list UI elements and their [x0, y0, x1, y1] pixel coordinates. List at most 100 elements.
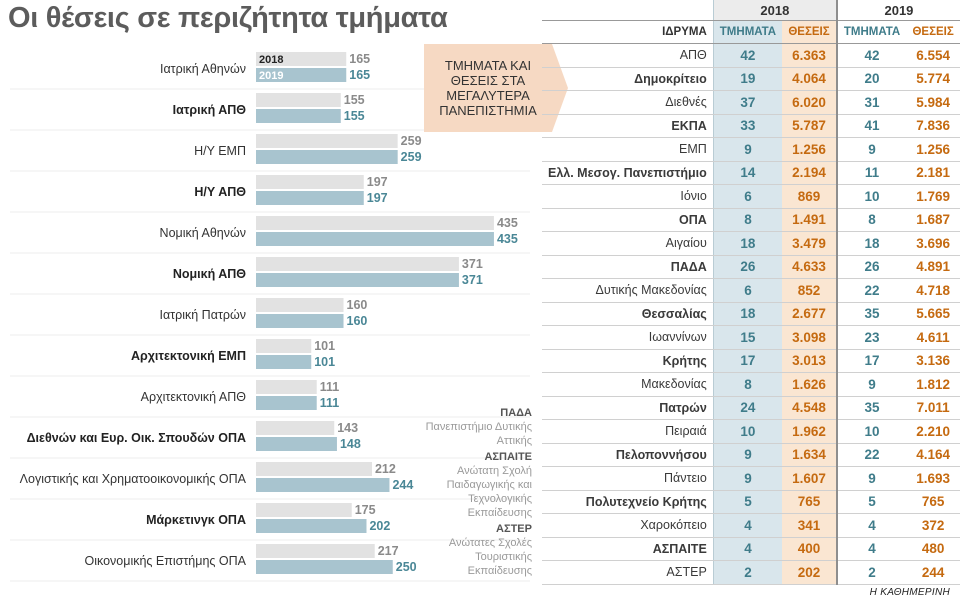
- value-label-2018: 259: [401, 134, 422, 148]
- table-row: Χαροκόπειο 4 341 4 372: [542, 513, 960, 538]
- legend-2018: 2018: [259, 54, 283, 66]
- positions-2019: 5.984: [906, 90, 960, 115]
- table-row: ΟΠΑ 8 1.491 8 1.687: [542, 208, 960, 232]
- positions-2018: 2.677: [782, 302, 837, 326]
- positions-2019: 2.181: [906, 161, 960, 185]
- institution-name: Πελοποννήσου: [542, 443, 714, 467]
- value-label-2018: 435: [497, 216, 518, 230]
- positions-2019: 7.836: [906, 114, 960, 138]
- positions-2019: 5.774: [906, 67, 960, 91]
- positions-2018: 1.962: [782, 419, 837, 444]
- positions-2018: 1.256: [782, 137, 837, 162]
- positions-2018: 3.013: [782, 349, 837, 373]
- table-row: Πολυτεχνείο Κρήτης 5 765 5 765: [542, 490, 960, 514]
- departments-2018: 2: [712, 560, 783, 585]
- category-label: Λογιστικής και Χρηματοοικονομικής ΟΠΑ: [20, 472, 247, 486]
- table-row: Πατρών 24 4.548 35 7.011: [542, 396, 960, 420]
- positions-2018: 4.633: [782, 255, 837, 279]
- bar-2018: [256, 52, 347, 66]
- value-label-2018: 212: [375, 462, 396, 476]
- departments-2018: 17: [712, 349, 783, 373]
- bar-2019: [256, 109, 341, 123]
- positions-2019: 3.136: [906, 349, 960, 373]
- positions-2018: 869: [782, 184, 837, 209]
- departments-2019: 20: [835, 67, 907, 91]
- value-label-2019: 165: [349, 68, 370, 82]
- departments-2018: 6: [712, 278, 783, 303]
- bar-2018: [256, 380, 317, 394]
- bar-2018: [256, 134, 398, 148]
- positions-2019: 4.891: [906, 255, 960, 279]
- table-row: ΠΑΔΑ 26 4.633 26 4.891: [542, 255, 960, 279]
- institution-name: Κρήτης: [542, 349, 714, 373]
- departments-2019: 4: [835, 537, 907, 561]
- departments-2018: 42: [712, 43, 783, 68]
- value-label-2019: 101: [314, 355, 335, 369]
- institution-name: Ιόνιο: [542, 184, 714, 209]
- bar-2019: [256, 273, 459, 287]
- positions-2019: 5.665: [906, 302, 960, 326]
- positions-2019: 372: [906, 513, 960, 538]
- table-row: Πελοποννήσου 9 1.634 22 4.164: [542, 443, 960, 467]
- table-row: Μακεδονίας 8 1.626 9 1.812: [542, 372, 960, 397]
- departments-2019: 4: [835, 513, 907, 538]
- column-header-institution: ΙΔΡΥΜΑ: [542, 20, 714, 44]
- table-row: Πάντειο 9 1.607 9 1.693: [542, 466, 960, 491]
- table-row: Δημοκρίτειο 19 4.064 20 5.774: [542, 67, 960, 91]
- category-label: Αρχιτεκτονική ΑΠΘ: [141, 390, 247, 404]
- positions-2019: 2.210: [906, 419, 960, 444]
- bar-2019: [256, 396, 317, 410]
- value-label-2019: 197: [367, 191, 388, 205]
- departments-2019: 10: [835, 419, 907, 444]
- legend-abbr: ΑΣΤΕΡ: [496, 523, 532, 535]
- institution-name: ΑΠΘ: [542, 43, 714, 68]
- bar-2019: [256, 191, 364, 205]
- legend-fullname: Ανώτατες Σχολές Τουριστικής Εκπαίδευσης: [448, 537, 532, 577]
- positions-2019: 1.256: [906, 137, 960, 162]
- table-row: Αιγαίου 18 3.479 18 3.696: [542, 231, 960, 256]
- category-label: Αρχιτεκτονική ΕΜΠ: [131, 349, 246, 363]
- institution-name: Ελλ. Μεσογ. Πανεπιστήμιο: [542, 161, 714, 185]
- value-label-2019: 244: [392, 478, 413, 492]
- table-row: Διεθνές 37 6.020 31 5.984: [542, 90, 960, 115]
- source-credit: Η ΚΑΘΗΜΕΡΙΝΗ: [869, 587, 950, 598]
- bar-2019: [256, 355, 312, 369]
- category-label: Η/Υ ΕΜΠ: [194, 144, 246, 158]
- departments-2018: 19: [712, 67, 783, 91]
- table-row: ΑΠΘ 42 6.363 42 6.554: [542, 43, 960, 68]
- positions-2018: 6.020: [782, 90, 837, 115]
- institutions-table: 2018 2019 ΙΔΡΥΜΑ ΤΜΗΜΑΤΑ ΘΕΣΕΙΣ ΤΜΗΜΑΤΑ ΘΕΣΕΙΣ…: [542, 0, 960, 585]
- institution-name: Αιγαίου: [542, 231, 714, 256]
- bar-2019: [256, 232, 494, 246]
- value-label-2018: 111: [320, 380, 340, 394]
- positions-2019: 6.554: [906, 43, 960, 68]
- departments-2019: 42: [835, 43, 907, 68]
- departments-2019: 35: [835, 302, 907, 326]
- departments-2019: 31: [835, 90, 907, 115]
- value-label-2018: 165: [349, 52, 370, 66]
- positions-2018: 4.064: [782, 67, 837, 91]
- departments-2019: 9: [835, 372, 907, 397]
- positions-2019: 4.611: [906, 325, 960, 350]
- abbreviations-legend: ΠΑΔΑ Πανεπιστήμιο Δυτικής Αττικής ΑΣΠΑΙΤΕ Α…: [410, 404, 532, 578]
- positions-2018: 6.363: [782, 43, 837, 68]
- departments-2018: 14: [712, 161, 783, 185]
- positions-2019: 244: [906, 560, 960, 585]
- value-label-2019: 202: [369, 519, 390, 533]
- institution-name: Χαροκόπειο: [542, 513, 714, 538]
- table-row: ΑΣΠΑΙΤΕ 4 400 4 480: [542, 537, 960, 561]
- bar-2019: [256, 519, 367, 533]
- category-label: Διεθνών και Ευρ. Οικ. Σπουδών ΟΠΑ: [27, 431, 246, 445]
- positions-2019: 480: [906, 537, 960, 561]
- page-title: Οι θέσεις σε περιζήτητα τμήματα: [8, 2, 448, 34]
- institution-name: ΟΠΑ: [542, 208, 714, 232]
- bar-2018: [256, 462, 372, 476]
- departments-2019: 9: [835, 137, 907, 162]
- bar-2019: [256, 150, 398, 164]
- value-label-2019: 259: [401, 150, 422, 164]
- year-header-2019: 2019: [835, 0, 960, 21]
- departments-2019: 2: [835, 560, 907, 585]
- departments-2019: 18: [835, 231, 907, 256]
- column-header-positions-2019: ΘΕΣΕΙΣ: [906, 20, 960, 44]
- table-row: ΕΚΠΑ 33 5.787 41 7.836: [542, 114, 960, 138]
